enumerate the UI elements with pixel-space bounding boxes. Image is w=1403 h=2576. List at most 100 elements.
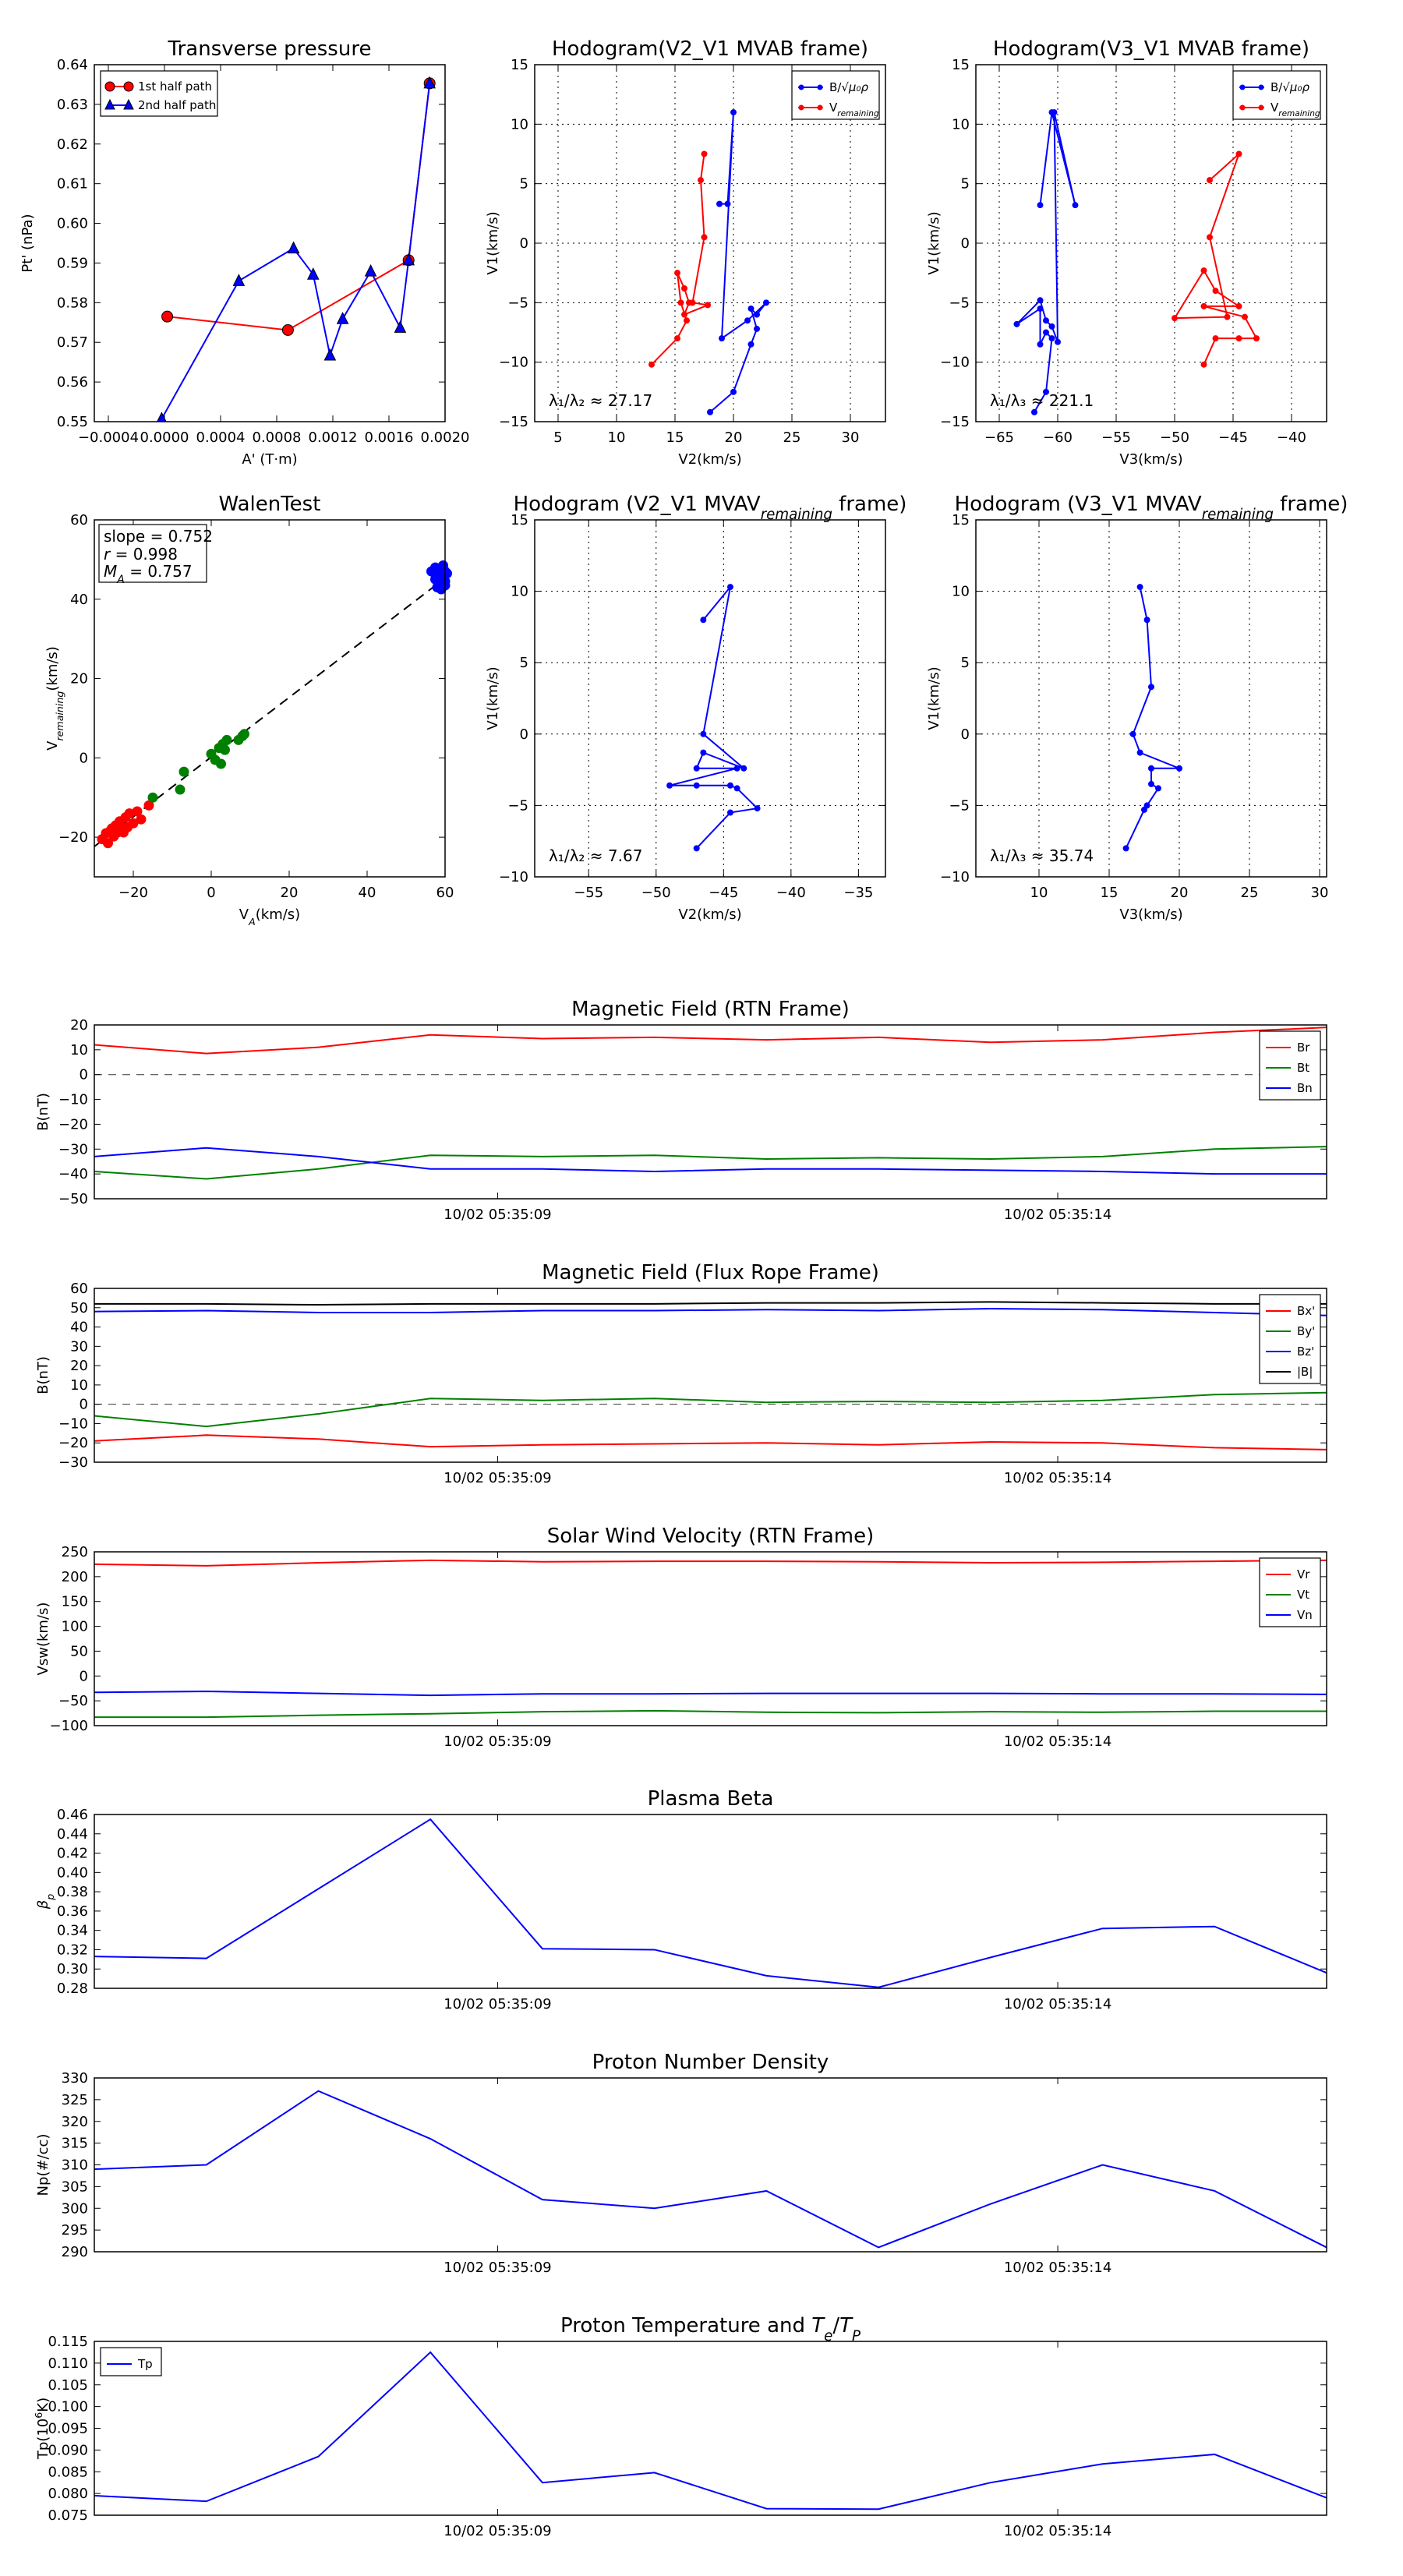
- x-tick-label: 5: [553, 429, 562, 446]
- legend-label: Vt: [1297, 1588, 1309, 1602]
- legend: Br Bt Bn: [1259, 1030, 1321, 1101]
- x-tick-label: 60: [436, 885, 454, 901]
- x-tick-label: −65: [984, 429, 1014, 446]
- legend-label: B/√μ₀ρ: [1270, 80, 1309, 94]
- y-tick-label: 5: [520, 655, 528, 671]
- series-hodogram-v2v1-mvab-1: [648, 150, 711, 368]
- y-tick-label: 100: [62, 1619, 88, 1635]
- y-tick-label: 0.110: [48, 2355, 88, 2372]
- x-tick-label: −50: [641, 885, 671, 901]
- x-tick-label: 0.0020: [421, 429, 470, 446]
- data-point: [689, 299, 696, 306]
- legend-label: Bx': [1297, 1304, 1315, 1318]
- series-hodogram-v2v1-mvav-0: [666, 584, 761, 852]
- series-line: [94, 1147, 1327, 1175]
- series-hodogram-v3v1-mvab-0: [1013, 109, 1079, 415]
- y-tick-label: 0.42: [57, 1846, 88, 1862]
- plot-frame: [534, 519, 886, 878]
- stats-slope: slope = 0.752: [104, 527, 213, 546]
- legend: 1st half path 2nd half path: [100, 70, 218, 117]
- legend-label: Vremaining: [1270, 101, 1320, 118]
- data-point: [1235, 335, 1242, 342]
- chart-solar-wind-velocity: 10/02 05:35:09 10/02 05:35:14 −100 −50 0 50 10…: [35, 1525, 1327, 1750]
- data-point: [1148, 780, 1154, 787]
- data-point: [763, 299, 769, 306]
- chart-title: Hodogram(V3_V1 MVAB frame): [993, 37, 1309, 61]
- chart-title: Hodogram (V2_V1 MVAVremaining frame): [514, 493, 907, 523]
- series-line: [1125, 586, 1180, 849]
- legend-label: |B|: [1297, 1365, 1313, 1379]
- series-line: [94, 1391, 1327, 1428]
- y-tick-label: 0: [520, 235, 528, 252]
- chart-title: Magnetic Field (RTN Frame): [571, 998, 850, 1021]
- plot-frame: [94, 519, 446, 878]
- y-tick-label: 5: [961, 176, 970, 193]
- data-point: [701, 234, 708, 241]
- chart-plasma-beta: 10/02 05:35:09 10/02 05:35:14 0.28 0.30 0.32…: [35, 1787, 1327, 2012]
- x-axis-label: V3(km/s): [1119, 906, 1182, 923]
- y-axis-label: Vsw(km/s): [35, 1602, 51, 1676]
- x-tick-label: 0.0008: [253, 429, 302, 446]
- series-proton-temperature-0: [94, 2351, 1327, 2511]
- y-tick-label: −5: [507, 797, 528, 814]
- x-tick-label: 10/02 05:35:09: [444, 1207, 551, 1223]
- y-tick-label: −10: [940, 869, 970, 885]
- series-line: [167, 83, 431, 331]
- y-tick-label: −15: [499, 414, 528, 430]
- legend-marker: [1239, 84, 1246, 90]
- chart-title: Magnetic Field (Flux Rope Frame): [542, 1261, 879, 1284]
- x-tick-label: 10/02 05:35:09: [444, 1733, 551, 1750]
- data-point: [281, 323, 294, 336]
- x-tick-label: 10/02 05:35:09: [444, 2260, 551, 2276]
- y-tick-label: −10: [58, 1415, 88, 1432]
- data-point: [693, 765, 700, 772]
- data-point: [1048, 109, 1055, 116]
- series-line: [94, 1434, 1327, 1451]
- y-tick-label: 325: [62, 2092, 88, 2108]
- y-tick-label: −10: [499, 355, 528, 371]
- y-tick-label: −20: [58, 1435, 88, 1451]
- series-walen-test-2: [426, 560, 452, 595]
- x-tick-label: −45: [709, 885, 738, 901]
- series-line: [94, 2090, 1327, 2249]
- legend-marker: [798, 104, 804, 111]
- legend-marker: [1239, 104, 1246, 111]
- legend-box: [791, 70, 880, 120]
- legend-label: Vn: [1297, 1608, 1313, 1622]
- data-point: [103, 838, 113, 849]
- legend-marker: [123, 98, 134, 110]
- series-solar-wind-velocity-2: [94, 1691, 1327, 1697]
- data-point: [136, 814, 147, 825]
- y-tick-label: 0.30: [57, 1961, 88, 1977]
- y-tick-label: −50: [58, 1191, 88, 1207]
- y-tick-label: 5: [961, 655, 970, 671]
- series-transverse-pressure-1: [157, 76, 436, 422]
- y-tick-label: 0.46: [57, 1807, 88, 1823]
- series-proton-density-0: [94, 2090, 1327, 2249]
- legend-label: 1st half path: [138, 80, 212, 94]
- stats-r: r = 0.998: [104, 545, 178, 564]
- data-point: [132, 806, 143, 817]
- y-tick-label: 0.59: [57, 255, 88, 271]
- y-axis-label: Tp(106K): [33, 2398, 52, 2460]
- data-point: [1048, 323, 1055, 330]
- x-tick-label: 10/02 05:35:09: [444, 2523, 551, 2539]
- data-point: [1200, 361, 1207, 368]
- data-point: [1122, 845, 1129, 852]
- data-point: [674, 270, 680, 277]
- data-point: [705, 302, 711, 309]
- data-point: [707, 408, 713, 415]
- x-tick-label: 10: [1030, 885, 1048, 901]
- chart-title: Proton Temperature and Te/TP: [560, 2314, 861, 2345]
- chart-walen-test: −20 0 20 40 60 −20 0 20 40 60 WalenTest VA(km/s) Vre…: [44, 493, 454, 928]
- series-line: [94, 1146, 1327, 1180]
- plot-frame: [94, 64, 446, 422]
- data-point: [740, 765, 747, 772]
- data-point: [147, 792, 158, 803]
- series-line: [1173, 153, 1258, 366]
- data-point: [1200, 302, 1207, 309]
- y-tick-label: −20: [58, 1116, 88, 1133]
- y-tick-label: 305: [62, 2178, 88, 2195]
